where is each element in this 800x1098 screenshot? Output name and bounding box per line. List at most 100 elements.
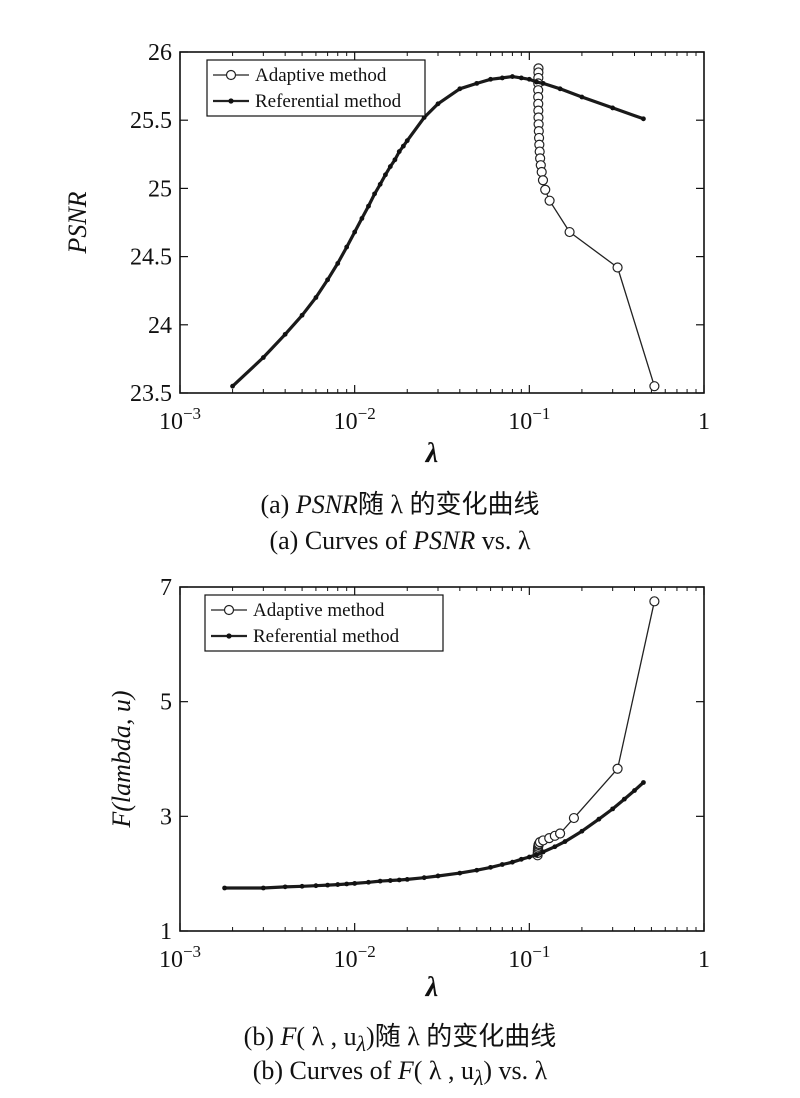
- x-tick-label: 10−3: [159, 404, 201, 435]
- data-point-referential: [359, 216, 365, 221]
- caption-a-chinese: (a) PSNR随 λ 的变化曲线: [0, 484, 800, 521]
- data-point-adaptive: [612, 763, 623, 774]
- data-point-referential: [534, 852, 539, 858]
- data-point-referential: [260, 885, 266, 891]
- caption-b-en-end: ) vs. λ: [483, 1056, 548, 1085]
- y-axis-label: F(lambda, u): [107, 690, 136, 828]
- data-point-referential: [488, 864, 493, 870]
- data-point-referential: [499, 75, 505, 81]
- caption-a-zh-prefix: (a): [260, 490, 296, 519]
- data-point-referential: [579, 94, 585, 100]
- data-point-referential: [377, 181, 383, 187]
- data-point-referential: [518, 75, 524, 81]
- y-tick-label: 23.5: [130, 381, 172, 407]
- x-tick-base: 10: [334, 409, 358, 435]
- data-point-referential: [352, 881, 358, 886]
- data-point-referential: [377, 878, 383, 884]
- data-point-referential: [474, 867, 480, 873]
- legend-marker-circle: [225, 69, 237, 81]
- data-point-referential: [372, 191, 377, 197]
- x-tick-label: 10−1: [508, 942, 550, 973]
- data-point-referential: [313, 295, 319, 300]
- data-point-referential: [540, 80, 546, 86]
- data-point-referential: [510, 859, 515, 865]
- data-point-adaptive: [537, 175, 549, 186]
- data-point-referential: [474, 80, 480, 86]
- x-axis-label: λ: [425, 438, 438, 469]
- data-point-adaptive: [612, 262, 623, 273]
- data-point-referential: [400, 143, 406, 149]
- data-point-referential: [313, 883, 319, 889]
- caption-b-en-suffix: ( λ , u: [413, 1056, 474, 1085]
- y-tick-label: 25.5: [130, 108, 172, 134]
- data-point-referential: [534, 79, 539, 85]
- legend-marker-dot: [228, 98, 234, 104]
- caption-b-en-prefix: (b) Curves of: [252, 1056, 398, 1085]
- caption-b-zh-suffix: ( λ , u: [296, 1022, 357, 1051]
- data-point-referential: [335, 261, 341, 266]
- caption-b-zh-italic: F: [280, 1022, 297, 1051]
- data-point-adaptive: [564, 226, 575, 238]
- data-point-referential: [435, 873, 441, 879]
- plot-area-frame: [179, 586, 705, 932]
- series-line-adaptive: [536, 601, 656, 856]
- legend-box: [206, 59, 426, 117]
- data-point-referential: [404, 138, 410, 144]
- data-point-referential: [260, 355, 266, 360]
- legend-entry-label: Adaptive method: [255, 65, 387, 86]
- data-point-referential: [510, 74, 515, 79]
- data-point-referential: [641, 780, 646, 785]
- data-point-referential: [518, 856, 524, 862]
- data-point-adaptive: [536, 166, 547, 178]
- caption-b-zh-end: )随 λ 的变化曲线: [366, 1022, 557, 1051]
- data-point-referential: [282, 331, 288, 337]
- caption-a-en-italic: PSNR: [413, 526, 476, 555]
- y-tick-label: 5: [160, 690, 172, 716]
- data-point-referential: [579, 828, 585, 834]
- y-tick-label: 3: [160, 804, 172, 830]
- y-tick-label: 7: [160, 575, 172, 601]
- caption-a-english: (a) Curves of PSNR vs. λ: [0, 526, 800, 556]
- data-point-referential: [621, 796, 627, 802]
- y-tick-label: 26: [148, 40, 172, 66]
- data-point-referential: [387, 878, 393, 883]
- data-point-referential: [352, 229, 358, 235]
- caption-b-en-sub: λ: [474, 1066, 484, 1091]
- data-point-referential: [396, 877, 402, 883]
- data-point-referential: [404, 877, 410, 882]
- data-point-referential: [344, 244, 350, 250]
- data-point-referential: [392, 157, 398, 163]
- x-tick-base: 1: [698, 947, 710, 973]
- data-point-referential: [526, 854, 532, 860]
- x-tick-label: 10−2: [334, 404, 376, 435]
- x-tick-base: 10: [159, 947, 183, 973]
- data-point-referential: [562, 839, 568, 844]
- data-point-referential: [552, 844, 558, 850]
- data-point-adaptive: [544, 195, 555, 206]
- x-tick-exponent: −2: [358, 942, 376, 961]
- x-tick-base: 1: [698, 409, 710, 435]
- caption-b-en-italic: F: [397, 1056, 414, 1085]
- plot-area-frame: [179, 51, 705, 394]
- data-point-referential: [366, 879, 371, 885]
- caption-a-zh-italic: PSNR: [295, 490, 358, 519]
- data-point-referential: [632, 788, 637, 793]
- data-point-referential: [396, 149, 402, 154]
- data-point-referential: [299, 312, 305, 318]
- x-tick-exponent: −2: [358, 404, 376, 423]
- x-tick-exponent: −1: [532, 404, 550, 423]
- y-tick-label: 1: [160, 919, 172, 945]
- data-point-referential: [557, 86, 563, 92]
- data-point-adaptive: [540, 184, 551, 195]
- legend-entry-label: Adaptive method: [253, 600, 385, 621]
- caption-b-zh-prefix: (b): [243, 1022, 281, 1051]
- series-line-referential: [231, 74, 644, 388]
- x-tick-exponent: −3: [183, 404, 201, 423]
- data-point-referential: [457, 870, 463, 876]
- data-point-referential: [383, 172, 388, 178]
- caption-a-en-suffix: vs. λ: [475, 526, 531, 555]
- data-point-referential: [299, 883, 305, 889]
- caption-b-chinese: (b) F( λ , uλ)随 λ 的变化曲线: [0, 1016, 800, 1057]
